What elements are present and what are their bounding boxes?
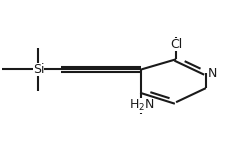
Text: H$_2$N: H$_2$N	[128, 98, 154, 113]
Text: Cl: Cl	[170, 38, 182, 51]
Text: Si: Si	[33, 63, 44, 76]
Text: N: N	[208, 67, 217, 80]
